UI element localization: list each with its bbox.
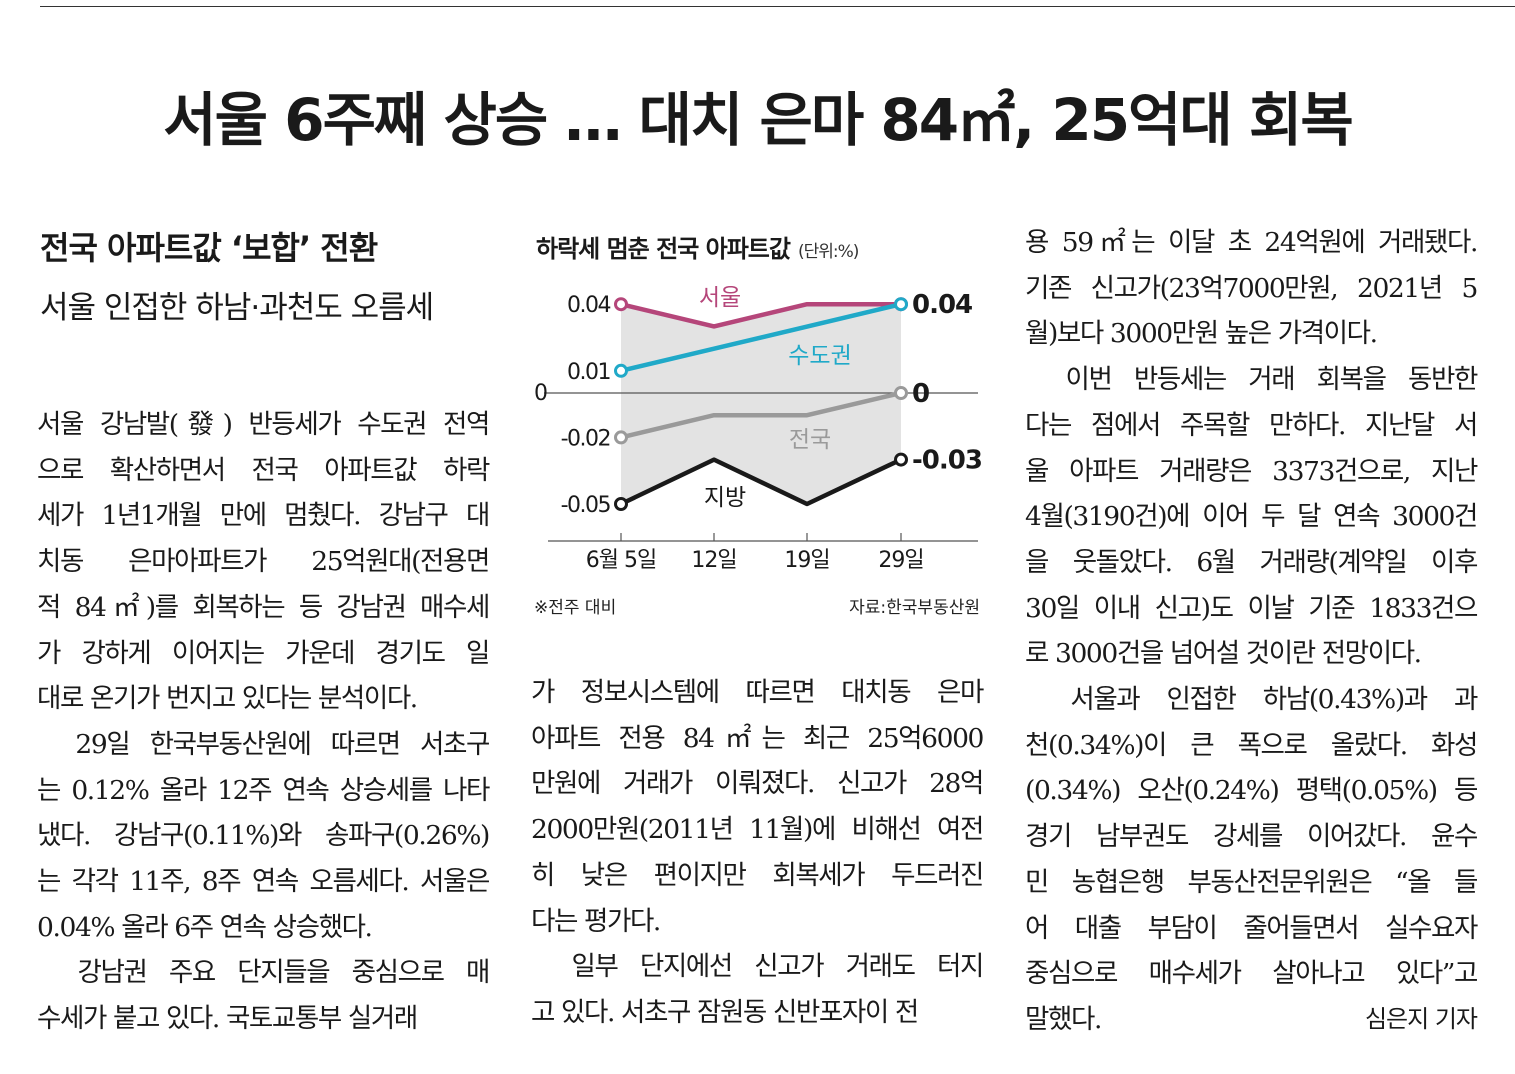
article-line: 4월(3190건)에 이어 두 달 연속 3000건	[1025, 501, 1478, 533]
article-line: 다는 점에서 주목할 만하다. 지난달 서	[1025, 409, 1478, 441]
subheadline-primary: 전국 아파트값 ‘보합’ 전환	[40, 229, 378, 267]
article-line: 만원에 거래가 이뤄졌다. 신고가 28억	[531, 768, 984, 800]
end-label: 0	[912, 379, 929, 409]
article-line: 다는 평가다.	[531, 905, 661, 937]
series-name-label: 수도권	[788, 343, 851, 369]
start-label: -0.05	[561, 493, 611, 518]
end-label: 0.04	[912, 290, 972, 320]
article-line: 중심으로 매수세가 살아나고 있다”고	[1025, 958, 1478, 990]
article-line: 어 대출 부담이 줄어들면서 실수요자	[1025, 912, 1478, 944]
article-line: 천(0.34%)이 큰 폭으로 올랐다. 화성	[1025, 729, 1478, 761]
article-line: 로 3000건을 넘어설 것이란 전망이다.	[1025, 638, 1422, 670]
article-line: 30일 이내 신고)도 이날 기준 1833건으	[1025, 592, 1478, 624]
article-line: 대로 온기가 번지고 있다는 분석이다.	[37, 683, 418, 715]
series-marker	[614, 363, 628, 378]
article-line: 용 59㎡는 이달 초 24억원에 거래됐다.	[1025, 227, 1478, 258]
series-marker	[614, 430, 628, 445]
article-line: 가 정보시스템에 따르면 대치동 은마	[531, 677, 984, 708]
article-line: 민 농협은행 부동산전문위원은 “올 들	[1025, 866, 1478, 898]
article-line: 29일 한국부동산원에 따르면 서초구	[37, 728, 490, 760]
article-line: 고 있다. 서초구 잠원동 신반포자이 전	[531, 996, 919, 1028]
article-line: 일부 단지에선 신고가 거래도 터지	[531, 951, 985, 983]
x-tick-label: 6월 5일	[586, 548, 656, 573]
article-line: 경기 남부권도 강세를 이어갔다. 윤수	[1025, 821, 1478, 853]
subheadline-secondary: 서울 인접한 하남·과천도 오름세	[40, 290, 434, 326]
series-marker	[614, 297, 628, 312]
article-column-3: 용 59㎡는 이달 초 24억원에 거래됐다. 기존 신고가(23억7000만원,…	[1025, 220, 1479, 1043]
start-label: 0.04	[567, 293, 610, 318]
article-line: 히 낮은 편이지만 회복세가 두드러진	[531, 859, 984, 891]
start-label: -0.02	[561, 426, 610, 451]
zero-label: 0	[534, 381, 547, 406]
x-tick-label: 19일	[784, 548, 829, 573]
series-line-3	[620, 390, 902, 440]
end-label: -0.03	[912, 446, 982, 476]
article-line: 으로 확산하면서 전국 아파트값 하락	[37, 454, 490, 486]
headline: 서울 6주째 상승 … 대치 은마 84㎡, 25억대 회복	[163, 86, 1353, 154]
article-line: 을 웃돌았다. 6월 거래량(계약일 이후	[1025, 546, 1478, 578]
article-line: 냈다. 강남구(0.11%)와 송파구(0.26%)	[37, 820, 490, 852]
article-line: 는 0.12% 올라 12주 연속 상승세를 나타	[37, 774, 490, 806]
article-line: 기존 신고가(23억7000만원, 2021년 5	[1025, 272, 1478, 304]
chart-note: ※전주 대비	[534, 598, 616, 618]
article-line: 가 강하게 이어지는 가운데 경기도 일	[37, 637, 490, 669]
article-line: 적 84㎡)를 회복하는 등 강남권 매수세	[37, 591, 490, 623]
series-name-label: 지방	[704, 485, 746, 511]
chart-unit: (단위:%)	[797, 242, 859, 262]
article-line: 치동 은마아파트가 25억원대(전용면	[37, 546, 490, 578]
article-line: 강남권 주요 단지들을 중심으로 매	[37, 957, 491, 989]
start-label: 0.01	[567, 360, 610, 385]
article-line: 서울과 인접한 하남(0.43%)과 과	[1025, 684, 1478, 716]
chart-plot: 0 6월 5일 12일 19일 29일 0.04 0.01 -0.02 -0.05 0.04 0 -0…	[534, 285, 983, 618]
article-line: 2000만원(2011년 11월)에 비해선 여전	[531, 814, 984, 846]
article-line: (0.34%) 오산(0.24%) 평택(0.05%) 등	[1025, 775, 1478, 807]
top-rule	[40, 6, 1515, 7]
series-marker	[894, 386, 908, 400]
x-tick-label: 12일	[691, 548, 736, 573]
article-line: 서울 강남발(發) 반등세가 수도권 전역	[37, 409, 490, 440]
article-line: 수세가 붙고 있다. 국토교통부 실거래	[37, 1003, 418, 1035]
article-line: 말했다. 심은지 기자	[1025, 997, 1478, 1043]
article-line: 월)보다 3000만원 높은 가격이다.	[1025, 318, 1378, 350]
chart-source: 자료:한국부동산원	[849, 598, 980, 618]
article-line: 0.04% 올라 6주 연속 상승했다.	[37, 911, 373, 943]
article-line: 세가 1년1개월 만에 멈췄다. 강남구 대	[37, 500, 490, 532]
series-line-2	[620, 302, 902, 373]
x-tick-label: 29일	[878, 548, 923, 573]
series-marker	[894, 452, 908, 467]
article-line: 아파트 전용 84㎡는 최근 25억6000	[531, 722, 984, 754]
series-line-4	[620, 457, 902, 507]
chart: 하락세 멈춘 전국 아파트값 (단위:%) 0 6월 5일 12일 19일 29일 0.04…	[520, 215, 1000, 635]
series-marker	[614, 497, 628, 511]
chart-title-block: 하락세 멈춘 전국 아파트값 (단위:%)	[536, 229, 859, 264]
chart-title: 하락세 멈춘 전국 아파트값	[536, 235, 791, 263]
series-name-label: 전국	[789, 427, 831, 453]
article-line: 울 아파트 거래량은 3373건으로, 지난	[1025, 455, 1478, 487]
series-line-1	[620, 301, 901, 329]
article-line: 이번 반등세는 거래 회복을 동반한	[1025, 364, 1479, 396]
series-marker	[894, 297, 908, 312]
byline: 심은지 기자	[1364, 1004, 1478, 1033]
series-name-label: 서울	[699, 285, 741, 311]
article-line: 는 각각 11주, 8주 연속 오름세다. 서울은	[37, 866, 490, 898]
